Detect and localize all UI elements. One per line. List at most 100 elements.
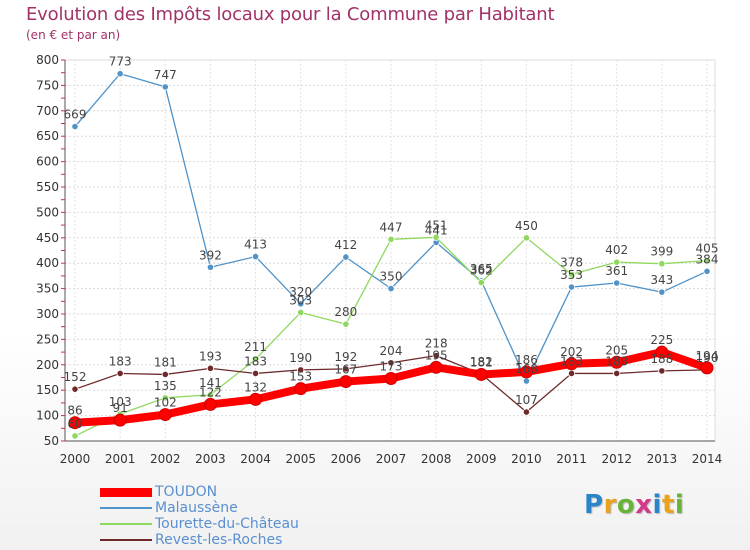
data-point (206, 263, 215, 271)
data-label: 280 (334, 305, 357, 319)
data-point (429, 360, 443, 374)
data-label: 412 (334, 238, 357, 252)
data-label: 218 (425, 337, 448, 351)
data-point (522, 377, 531, 385)
data-label: 103 (109, 395, 132, 409)
data-label: 361 (605, 264, 628, 278)
data-label: 451 (425, 218, 448, 232)
logo-letter: t (661, 490, 675, 520)
data-label: 141 (199, 376, 222, 390)
data-label: 168 (515, 362, 538, 376)
data-label: 122 (199, 385, 222, 399)
data-label: 86 (67, 404, 82, 418)
legend-label-tourette: Tourette-du-Château (155, 516, 299, 532)
x-tick-label: 2011 (556, 452, 587, 466)
data-point (700, 361, 714, 375)
data-point (71, 432, 79, 440)
y-tick-label: 750 (36, 78, 59, 92)
data-point (158, 408, 172, 422)
x-tick-label: 2004 (240, 452, 271, 466)
legend-swatch-tourette (100, 523, 152, 525)
data-point (251, 355, 260, 363)
y-tick-label: 50 (44, 434, 59, 448)
data-label: 107 (515, 393, 538, 407)
data-label: 91 (113, 401, 128, 415)
data-label: 192 (334, 350, 357, 364)
data-point (342, 365, 350, 373)
x-tick-label: 2002 (150, 452, 181, 466)
data-label: 194 (696, 349, 719, 363)
data-label: 362 (470, 264, 493, 278)
data-point (432, 233, 440, 241)
data-point (522, 408, 531, 416)
data-label: 378 (560, 255, 583, 269)
data-point (658, 367, 666, 375)
data-label: 402 (605, 243, 628, 257)
y-tick-label: 350 (36, 282, 59, 296)
data-point (116, 70, 124, 78)
data-label: 188 (650, 352, 673, 366)
data-label: 181 (470, 355, 493, 369)
data-label: 190 (696, 351, 719, 365)
y-tick-label: 500 (36, 205, 59, 219)
data-point (68, 416, 82, 430)
data-label: 392 (199, 248, 222, 262)
logo-letter: x (635, 490, 653, 520)
data-point (203, 397, 217, 411)
x-tick-label: 2003 (195, 452, 226, 466)
x-tick-label: 2010 (511, 452, 542, 466)
data-point (71, 122, 79, 131)
data-point (387, 359, 395, 367)
data-point (474, 367, 488, 381)
data-label: 205 (605, 343, 628, 357)
y-tick-label: 200 (36, 358, 59, 372)
data-point (655, 345, 669, 359)
data-label: 183 (109, 354, 132, 368)
data-label: 135 (154, 379, 177, 393)
chart-title: Evolution des Impôts locaux pour la Comm… (26, 4, 555, 25)
legend-swatch-toudon (100, 488, 152, 497)
data-point (658, 288, 666, 296)
y-tick-label: 450 (36, 231, 59, 245)
y-tick-label: 250 (36, 332, 59, 346)
data-point (251, 252, 260, 261)
data-point (113, 413, 127, 427)
data-label: 173 (380, 360, 403, 374)
data-label: 60 (67, 417, 82, 431)
data-point (613, 369, 621, 378)
data-label: 343 (650, 273, 673, 287)
data-label: 441 (425, 223, 448, 237)
data-label: 353 (560, 268, 583, 282)
x-tick-label: 2006 (331, 452, 362, 466)
y-tick-label: 400 (36, 256, 59, 270)
data-point (384, 372, 398, 386)
data-point (567, 270, 576, 278)
data-point (387, 284, 395, 293)
data-label: 773 (109, 55, 132, 69)
legend-swatch-revest (100, 539, 152, 541)
data-label: 183 (560, 354, 583, 368)
data-point (297, 300, 305, 308)
legend-label-malaussene: Malaussène (155, 500, 238, 516)
logo-letter: o (616, 490, 636, 520)
data-label: 183 (244, 354, 267, 368)
data-label: 132 (244, 380, 267, 394)
data-point (342, 320, 350, 328)
logo-letter: i (652, 490, 662, 520)
data-label: 181 (154, 355, 177, 369)
data-point (613, 279, 621, 287)
data-point (297, 308, 305, 317)
data-point (613, 258, 621, 266)
data-point (161, 83, 169, 91)
data-point (477, 278, 485, 287)
data-point (249, 392, 263, 406)
data-point (387, 235, 395, 243)
y-tick-label: 100 (36, 409, 59, 423)
data-label: 211 (244, 340, 267, 354)
data-point (432, 352, 440, 360)
data-point (567, 369, 576, 378)
proxiti-logo: Proxiti (584, 490, 684, 520)
data-label: 195 (425, 348, 448, 362)
data-point (161, 370, 169, 379)
chart-subtitle: (en € et par an) (26, 28, 121, 42)
